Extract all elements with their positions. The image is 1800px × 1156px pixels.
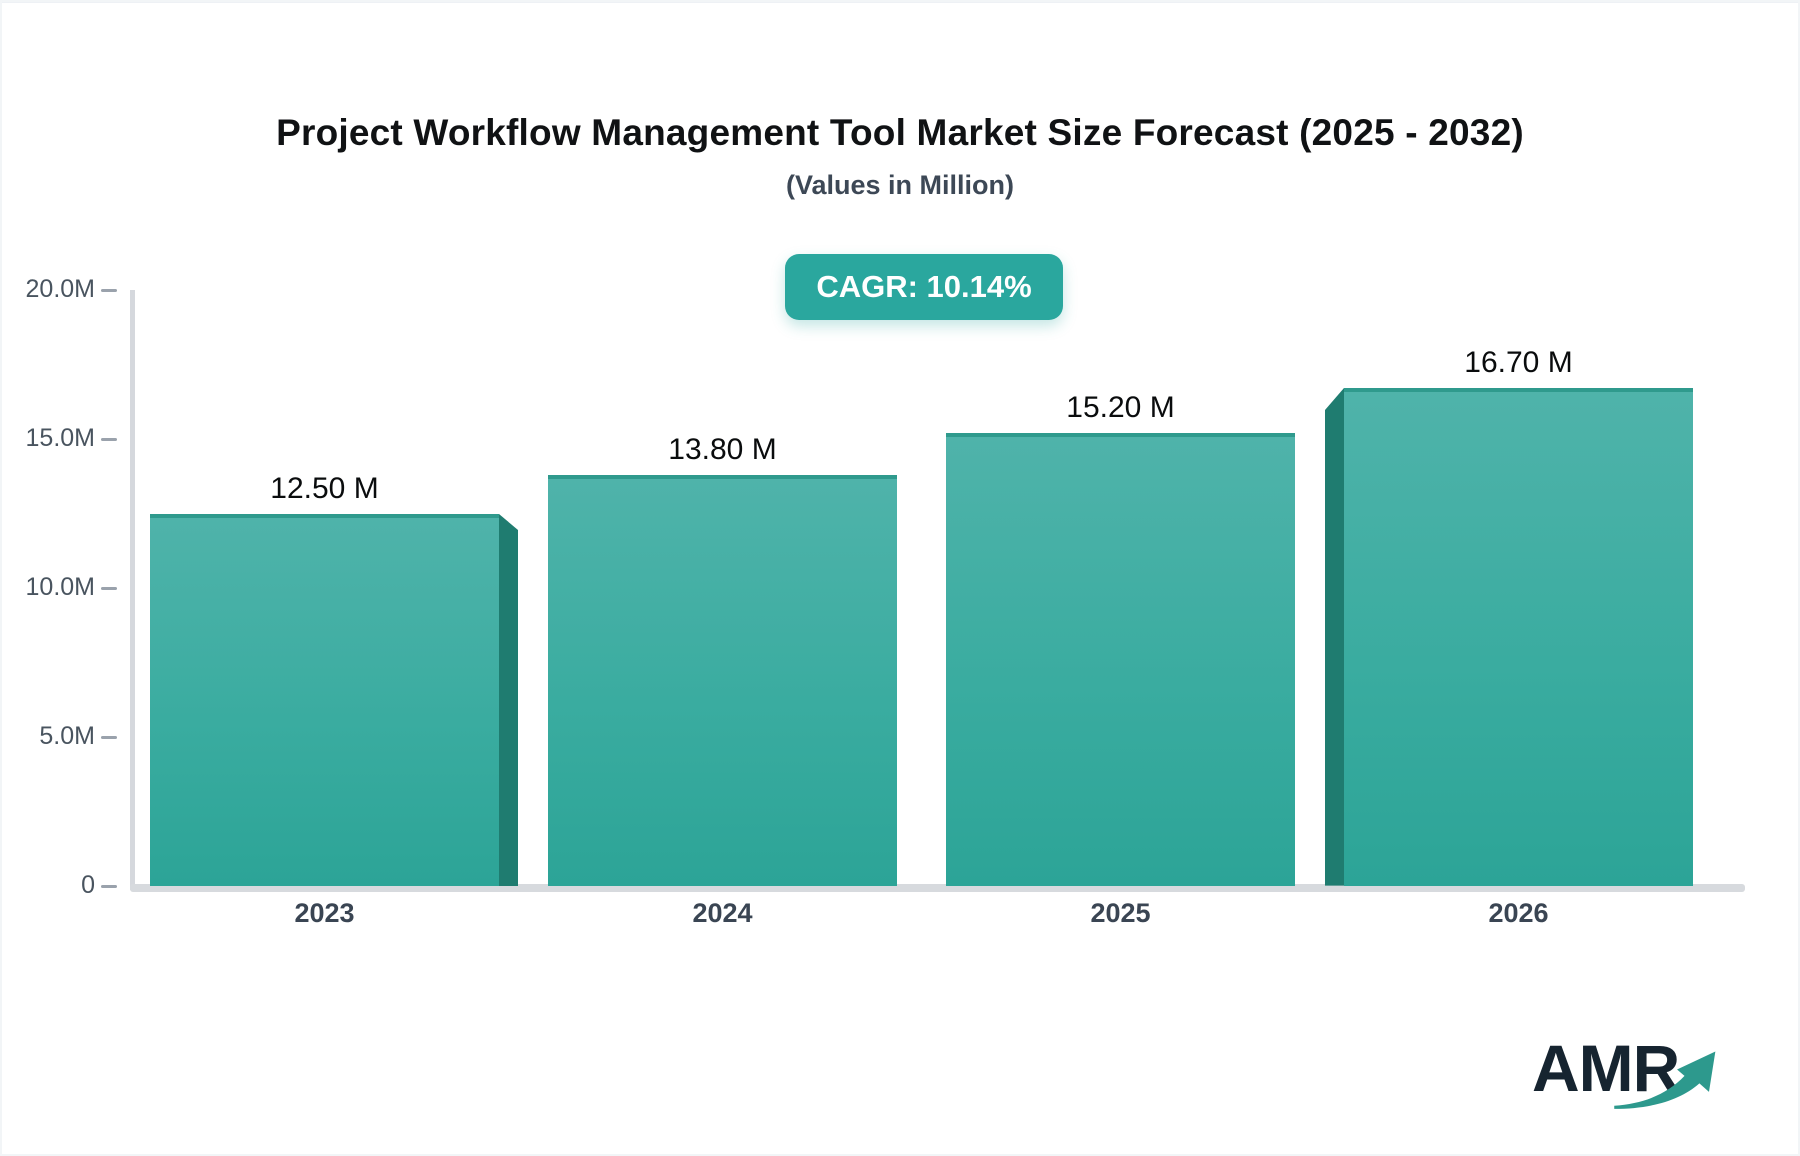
y-tick-mark <box>101 587 117 590</box>
x-tick-label-2023: 2023 <box>294 898 355 928</box>
x-tick-label-2024: 2024 <box>692 898 753 928</box>
y-tick-label: 5.0M <box>39 722 95 750</box>
bar-2025 <box>946 433 1295 886</box>
y-tick-mark <box>101 885 117 888</box>
y-tick-mark <box>101 289 117 292</box>
page-title: Project Workflow Management Tool Market … <box>276 112 1524 153</box>
y-tick-label: 0 <box>81 871 95 899</box>
x-axis-baseline <box>130 884 1745 892</box>
y-tick-label: 20.0M <box>25 275 95 303</box>
bar-3d-side-face <box>1325 388 1344 886</box>
y-tick-mark <box>101 438 117 441</box>
x-tick-label-2025: 2025 <box>1090 898 1151 928</box>
bar-2023 <box>150 513 499 886</box>
chart-subtitle: (Values in Million) <box>785 170 1015 200</box>
bar-2024 <box>548 474 897 886</box>
cagr-badge: CAGR: 10.14% <box>785 254 1063 320</box>
bar-value-label: 12.50 M <box>270 471 379 505</box>
bar-value-label: 15.20 M <box>1066 391 1175 425</box>
bar-3d-side-face <box>499 513 518 886</box>
bar-value-label: 16.70 M <box>1464 346 1573 380</box>
y-axis-line <box>130 290 135 890</box>
bar-2026 <box>1344 388 1693 886</box>
x-tick-label-2026: 2026 <box>1488 898 1549 928</box>
growth-arrow-icon <box>1614 1051 1716 1109</box>
bar-value-label: 13.80 M <box>668 432 777 466</box>
y-tick-label: 15.0M <box>25 424 95 452</box>
y-tick-label: 10.0M <box>25 573 95 601</box>
y-tick-mark <box>101 736 117 739</box>
amr-logo: AMR <box>1520 1022 1730 1122</box>
amr-logo-text: AMR <box>1532 1031 1680 1105</box>
